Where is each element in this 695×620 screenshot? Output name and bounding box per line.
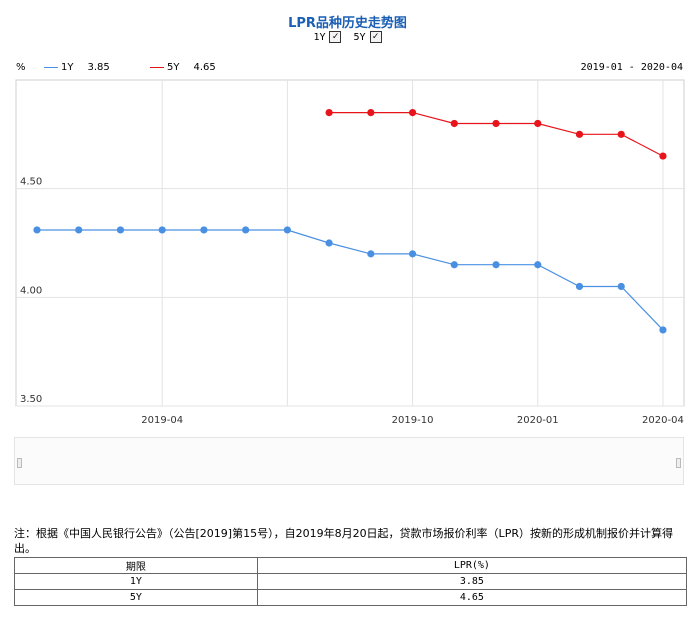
toggle-1y[interactable]: 1Y ✓	[313, 31, 342, 43]
legend-item-5y[interactable]: 5Y 4.65	[150, 62, 216, 73]
data-point-1y	[408, 250, 417, 258]
cell-rate: 3.85	[256, 573, 688, 590]
data-point-1y	[617, 282, 625, 291]
legend-5y-line-icon	[150, 67, 164, 68]
series-toggles: 1Y ✓ 5Y ✓	[0, 31, 695, 43]
scroll-handle-right[interactable]	[676, 458, 681, 468]
toggle-5y-label: 5Y	[353, 31, 366, 43]
chart-title: LPR品种历史走势图	[288, 16, 407, 31]
header-term: 期限	[14, 557, 258, 574]
data-point-1y	[492, 261, 500, 269]
x-tick-label: 2020-04	[642, 415, 684, 426]
cell-term: 5Y	[14, 589, 258, 606]
y-tick-label: 4.50	[20, 177, 42, 188]
legend-5y-name: 5Y	[167, 62, 180, 73]
legend: % 1Y 3.85 5Y 4.65	[0, 62, 695, 76]
data-point-5y	[659, 152, 667, 160]
data-point-1y	[200, 226, 208, 234]
data-point-5y	[408, 109, 417, 117]
legend-1y-value: 3.85	[87, 62, 110, 73]
data-point-1y	[116, 226, 125, 234]
data-point-1y	[659, 326, 667, 334]
legend-5y-value: 4.65	[193, 62, 216, 73]
scroll-handle-left[interactable]	[17, 458, 22, 468]
date-range: 2019-01 - 2020-04	[580, 62, 683, 73]
footnote: 注：根据《中国人民银行公告》（公告[2019]第15号），自2019年8月20日…	[14, 527, 673, 555]
data-point-1y	[158, 226, 166, 234]
series-line-1y	[37, 229, 664, 331]
table-row: 1Y 3.85	[14, 573, 688, 590]
data-point-5y	[450, 119, 458, 128]
lpr-table: 期限 LPR(%) 1Y 3.85 5Y 4.65	[14, 557, 688, 606]
data-point-1y	[450, 261, 458, 269]
data-point-1y	[283, 226, 291, 234]
data-point-5y	[325, 109, 333, 117]
data-point-5y	[575, 130, 584, 138]
x-tick-label: 2019-10	[392, 415, 434, 426]
legend-1y-line-icon	[44, 67, 58, 68]
data-point-1y	[367, 250, 375, 258]
data-point-5y	[534, 119, 542, 128]
legend-item-1y[interactable]: 1Y 3.85	[44, 62, 110, 73]
cell-rate: 4.65	[256, 589, 688, 606]
unit-label: %	[16, 62, 26, 73]
data-point-5y	[617, 130, 625, 138]
cell-term: 1Y	[14, 573, 258, 590]
data-point-1y	[33, 226, 41, 234]
table-row: 5Y 4.65	[14, 589, 688, 606]
toggle-5y[interactable]: 5Y ✓	[354, 31, 382, 43]
plot-area	[15, 79, 685, 407]
y-tick-label: 4.00	[20, 285, 42, 296]
toggle-1y-label: 1Y	[313, 31, 326, 43]
data-point-1y	[575, 282, 584, 291]
data-point-5y	[492, 119, 500, 128]
legend-1y-name: 1Y	[61, 62, 74, 73]
y-tick-label: 3.50	[20, 394, 42, 405]
header-lpr: LPR(%)	[256, 557, 688, 574]
x-tick-label: 2019-04	[141, 415, 183, 426]
data-point-5y	[367, 109, 375, 117]
lpr-line-chart: 4.50 4.00 3.50 2019-04 2019-10 2020-01 2020-04	[15, 79, 685, 426]
table-header-row: 期限 LPR(%)	[14, 557, 688, 574]
chart-scrollbar[interactable]	[14, 437, 684, 485]
data-point-1y	[242, 226, 250, 234]
data-point-1y	[75, 226, 83, 234]
toggle-1y-checkbox[interactable]: ✓	[329, 31, 342, 43]
data-point-1y	[534, 261, 542, 269]
x-tick-label: 2020-01	[517, 415, 559, 426]
data-point-1y	[325, 239, 333, 247]
toggle-5y-checkbox[interactable]: ✓	[369, 31, 382, 43]
